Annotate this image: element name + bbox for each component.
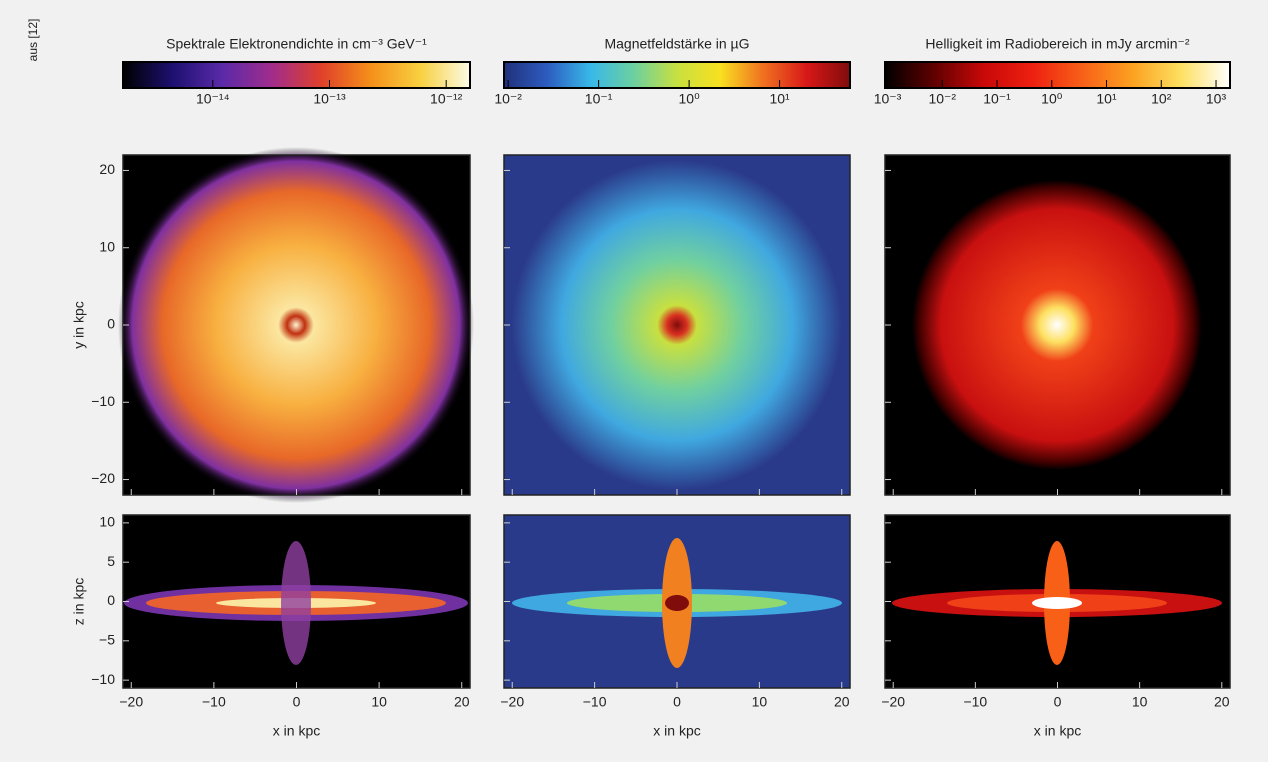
y-tick-label: −10 [91, 393, 115, 409]
colorbar-tick-label: 10² [1151, 91, 1172, 107]
source-note: aus [12] [26, 19, 40, 62]
figure: aus [12] Spektrale Elektronendichte in c… [0, 0, 1268, 762]
y-tick-label: −20 [91, 470, 115, 486]
colorbar-tick-label: 10⁰ [1041, 91, 1063, 107]
colorbar [504, 62, 850, 88]
y-tick-label: −10 [91, 671, 115, 687]
colorbar-tick-label: 10⁻¹ [983, 91, 1011, 107]
colorbar-tick-label: 10⁰ [679, 91, 701, 107]
colorbar-title: Spektrale Elektronendichte in cm⁻³ GeV⁻¹ [166, 36, 427, 52]
x-tick-label: −20 [500, 694, 524, 710]
x-tick-label: −10 [202, 694, 226, 710]
colorbar [123, 62, 470, 88]
x-axis-label: x in kpc [653, 723, 700, 739]
y-tick-label: 10 [99, 238, 115, 254]
y-tick-label: 5 [107, 553, 115, 569]
y-tick-label: 10 [99, 514, 115, 530]
x-tick-label: 10 [752, 694, 768, 710]
x-axis-label: x in kpc [1034, 723, 1081, 739]
x-tick-label: 10 [1132, 694, 1148, 710]
y-axis-label: y in kpc [71, 301, 87, 348]
colorbar-tick-label: 10³ [1206, 91, 1227, 107]
x-tick-label: −20 [119, 694, 143, 710]
colorbar-tick-label: 10⁻¹³ [313, 91, 346, 107]
colorbar-title: Magnetfeldstärke in µG [604, 36, 749, 52]
y-tick-label: 20 [99, 161, 115, 177]
x-tick-label: 0 [1054, 694, 1062, 710]
colorbar-tick-label: 10⁻² [928, 91, 956, 107]
colorbar-tick-label: 10⁻¹ [585, 91, 613, 107]
images [118, 147, 1230, 688]
x-tick-label: −10 [583, 694, 607, 710]
colorbar-tick-label: 10⁻³ [874, 91, 902, 107]
x-tick-label: 20 [834, 694, 850, 710]
colorbar-tick-label: 10⁻¹⁴ [196, 91, 230, 107]
x-tick-label: −20 [881, 694, 905, 710]
colorbar-tick-label: 10¹ [1096, 91, 1117, 107]
colorbar-tick-label: 10¹ [769, 91, 790, 107]
x-tick-label: 10 [371, 694, 387, 710]
x-tick-label: 20 [1214, 694, 1230, 710]
colorbar [885, 62, 1230, 88]
x-axis-label: x in kpc [273, 723, 320, 739]
colorbar-title: Helligkeit im Radiobereich in mJy arcmin… [925, 36, 1189, 52]
y-axis-label: z in kpc [71, 578, 87, 625]
y-tick-label: −5 [99, 632, 115, 648]
y-tick-label: 0 [107, 316, 115, 332]
x-tick-label: 0 [673, 694, 681, 710]
y-tick-label: 0 [107, 592, 115, 608]
x-tick-label: 0 [293, 694, 301, 710]
x-tick-label: 20 [454, 694, 470, 710]
x-tick-label: −10 [963, 694, 987, 710]
colorbar-tick-label: 10⁻² [494, 91, 522, 107]
colorbar-tick-label: 10⁻¹² [430, 91, 463, 107]
